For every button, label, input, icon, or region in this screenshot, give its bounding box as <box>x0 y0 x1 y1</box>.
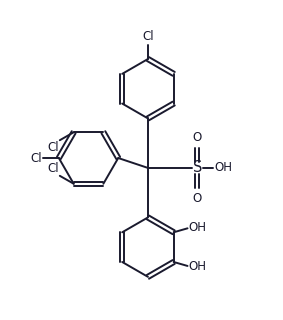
Text: O: O <box>193 131 202 144</box>
Text: Cl: Cl <box>142 30 154 43</box>
Text: Cl: Cl <box>30 151 42 164</box>
Text: Cl: Cl <box>47 162 59 175</box>
Text: OH: OH <box>188 260 207 273</box>
Text: OH: OH <box>188 221 207 234</box>
Text: S: S <box>193 160 202 175</box>
Text: OH: OH <box>214 161 232 174</box>
Text: Cl: Cl <box>47 141 59 154</box>
Text: O: O <box>193 192 202 205</box>
